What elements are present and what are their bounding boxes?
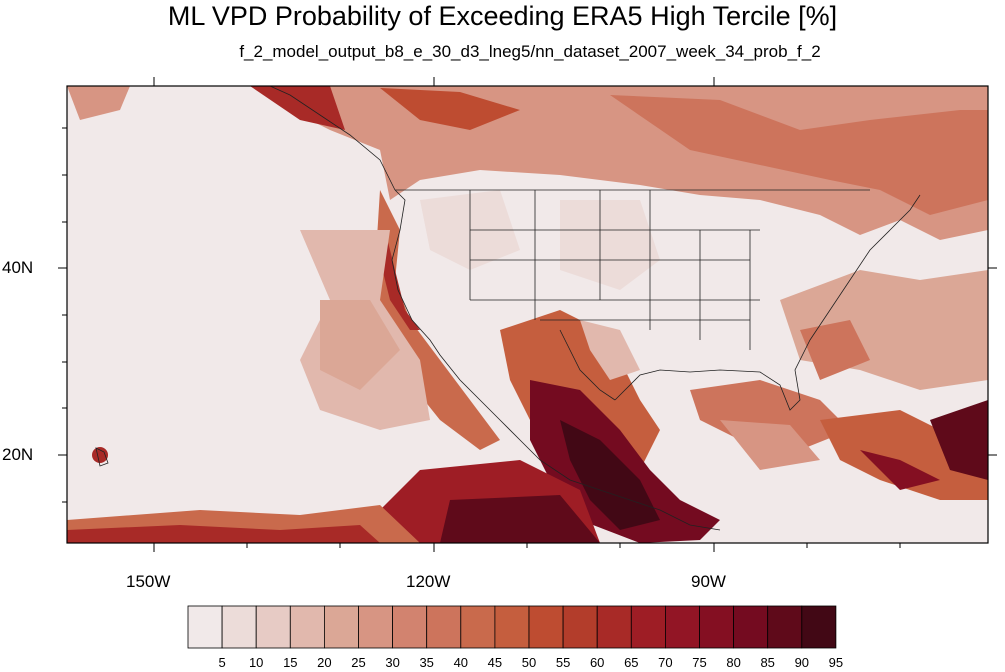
lon-label-90w: 90W xyxy=(691,572,726,591)
map-title: ML VPD Probability of Exceeding ERA5 Hig… xyxy=(167,1,838,31)
colorbar-box xyxy=(323,605,359,649)
colorbar-tick-label: 25 xyxy=(351,655,366,670)
lon-label-120w: 120W xyxy=(406,572,451,591)
colorbar-box xyxy=(221,605,257,649)
colorbar-tick-label: 35 xyxy=(419,655,434,670)
colorbar-box xyxy=(289,605,325,649)
colorbar-tick-label: 20 xyxy=(317,655,332,670)
colorbar-box xyxy=(460,605,496,649)
lat-label-40n: 40N xyxy=(2,258,34,277)
colorbar-box xyxy=(733,605,769,649)
lon-label-150w: 150W xyxy=(126,572,171,591)
colorbar-tick-label: 65 xyxy=(624,655,639,670)
colorbar-tick-label: 90 xyxy=(794,655,810,670)
colorbar-box xyxy=(187,605,223,649)
colorbar-box xyxy=(426,605,462,649)
colorbar-box xyxy=(699,605,734,649)
colorbar-tick-label: 60 xyxy=(589,655,605,670)
colorbar-tick-label: 30 xyxy=(385,655,400,670)
colorbar xyxy=(187,605,837,649)
colorbar-tick-label: 50 xyxy=(521,655,537,670)
colorbar-box xyxy=(255,605,291,649)
colorbar-tick-label: 5 xyxy=(218,655,226,670)
colorbar-tick-label: 45 xyxy=(487,655,503,670)
colorbar-box xyxy=(801,605,837,649)
colorbar-box xyxy=(630,605,666,649)
colorbar-tick-label: 95 xyxy=(828,655,844,670)
colorbar-tick-label: 55 xyxy=(555,655,571,670)
colorbar-tick-label: 40 xyxy=(453,655,469,670)
colorbar-box xyxy=(665,605,700,649)
colorbar-tick-label: 85 xyxy=(760,655,775,670)
axis-ticks xyxy=(58,77,997,552)
lat-label-20n: 20N xyxy=(2,445,34,464)
colorbar-tick-label: 70 xyxy=(658,655,673,670)
colorbar-tick-label: 15 xyxy=(283,655,298,670)
probability-field xyxy=(67,86,988,543)
coastlines xyxy=(95,85,921,531)
colorbar-box xyxy=(596,605,632,649)
colorbar-box xyxy=(494,605,530,649)
colorbar-box xyxy=(392,605,428,649)
map-subtitle: f_2_model_output_b8_e_30_d3_lneg5/nn_dat… xyxy=(239,42,821,61)
colorbar-box xyxy=(767,605,803,649)
colorbar-tick-label: 10 xyxy=(248,655,264,670)
colorbar-box xyxy=(358,605,393,649)
colorbar-tick-label: 80 xyxy=(726,655,741,670)
colorbar-box xyxy=(562,605,598,649)
colorbar-tick-label: 75 xyxy=(692,655,707,670)
colorbar-box xyxy=(528,605,564,649)
